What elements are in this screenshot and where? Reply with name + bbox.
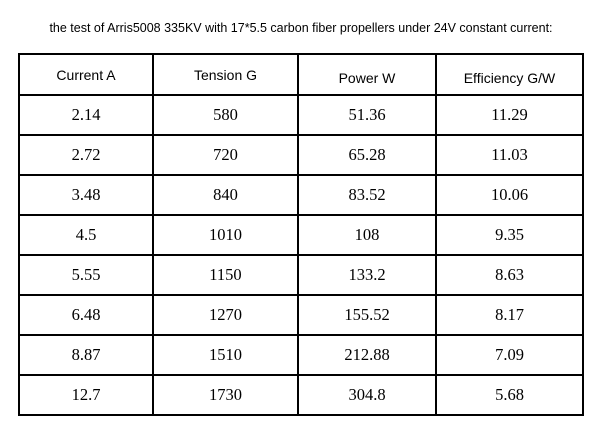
table-cell: 8.17 <box>435 294 584 336</box>
table-cell: 5.68 <box>435 374 584 416</box>
table-cell: 1270 <box>152 294 299 336</box>
table-cell: 1730 <box>152 374 299 416</box>
table-header-row: Current A Tension G Power W Efficiency G… <box>18 53 584 96</box>
test-results-table: Current A Tension G Power W Efficiency G… <box>18 53 584 416</box>
table-row: 8.87 1510 212.88 7.09 <box>18 334 584 376</box>
table-cell: 155.52 <box>297 294 437 336</box>
table-cell: 1150 <box>152 254 299 296</box>
table-cell: 12.7 <box>18 374 154 416</box>
table-cell: 2.14 <box>18 94 154 136</box>
table-cell: 11.29 <box>435 94 584 136</box>
table-row: 6.48 1270 155.52 8.17 <box>18 294 584 336</box>
page-title: the test of Arris5008 335KV with 17*5.5 … <box>49 21 553 35</box>
table-cell: 2.72 <box>18 134 154 176</box>
column-header-tension: Tension G <box>152 53 299 96</box>
table-row: 2.14 580 51.36 11.29 <box>18 94 584 136</box>
table-cell: 11.03 <box>435 134 584 176</box>
column-header-label: Power W <box>338 69 396 86</box>
table-row: 2.72 720 65.28 11.03 <box>18 134 584 176</box>
table-cell: 8.87 <box>18 334 154 376</box>
column-header-label: Tension G <box>193 66 258 83</box>
table-cell: 10.06 <box>435 174 584 216</box>
column-header-efficiency: Efficiency G/W <box>435 53 584 96</box>
table-cell: 108 <box>297 214 437 256</box>
column-header-power: Power W <box>297 53 437 96</box>
table-cell: 840 <box>152 174 299 216</box>
table-cell: 51.36 <box>297 94 437 136</box>
table-cell: 3.48 <box>18 174 154 216</box>
column-header-label: Efficiency G/W <box>463 69 556 86</box>
table-cell: 9.35 <box>435 214 584 256</box>
table-row: 12.7 1730 304.8 5.68 <box>18 374 584 416</box>
table-cell: 5.55 <box>18 254 154 296</box>
column-header-current: Current A <box>18 53 154 96</box>
table-cell: 1510 <box>152 334 299 376</box>
table-cell: 133.2 <box>297 254 437 296</box>
table-row: 3.48 840 83.52 10.06 <box>18 174 584 216</box>
table-cell: 7.09 <box>435 334 584 376</box>
table-cell: 304.8 <box>297 374 437 416</box>
table-cell: 580 <box>152 94 299 136</box>
table-cell: 65.28 <box>297 134 437 176</box>
table-cell: 1010 <box>152 214 299 256</box>
table-row: 4.5 1010 108 9.35 <box>18 214 584 256</box>
table-cell: 4.5 <box>18 214 154 256</box>
table-cell: 83.52 <box>297 174 437 216</box>
table-cell: 6.48 <box>18 294 154 336</box>
column-header-label: Current A <box>56 66 116 83</box>
table-cell: 212.88 <box>297 334 437 376</box>
table-row: 5.55 1150 133.2 8.63 <box>18 254 584 296</box>
table-cell: 720 <box>152 134 299 176</box>
table-cell: 8.63 <box>435 254 584 296</box>
